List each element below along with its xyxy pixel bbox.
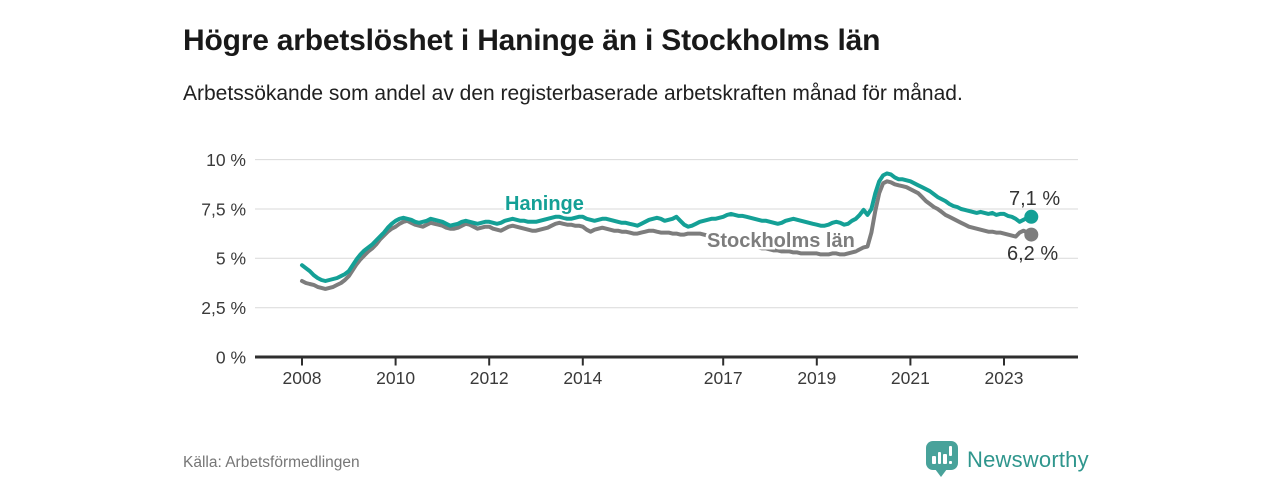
brand-wordmark: Newsworthy [967,446,1089,472]
y-tick-5: 5 % [216,249,246,269]
newsworthy-speech-bubble-bar-chart-icon [926,441,958,478]
logo-bar-2 [937,452,941,464]
logo-bubble [926,441,958,470]
y-axis-labels: 0 % 2,5 % 5 % 7,5 % 10 % [201,150,246,368]
y-tick-2-5: 2,5 % [201,298,246,318]
x-tick-2021: 2021 [891,368,930,388]
series-label-haninge: Haninge [505,193,584,215]
source-attribution: Källa: Arbetsförmedlingen [183,454,360,471]
logo-exclamation-dot [948,460,952,464]
haninge-line [300,171,1034,283]
logo-bar-3 [943,454,947,464]
logo-exclamation-bar [948,446,952,456]
haninge-end-dot [1024,209,1039,224]
x-tick-2017: 2017 [704,368,743,388]
stockholm-end-dot [1024,227,1039,242]
x-tick-2012: 2012 [470,368,509,388]
x-tick-2010: 2010 [376,368,415,388]
stockholm-end-value-label: 6,2 % [1007,243,1058,265]
x-tick-2023: 2023 [985,368,1024,388]
x-tick-2014: 2014 [563,368,602,388]
x-tick-2019: 2019 [797,368,836,388]
x-axis-tickmarks [301,358,1005,366]
x-axis-labels: 2008 2010 2012 2014 2017 2019 2021 2023 [283,368,1024,388]
stockholm-line [300,179,1034,291]
x-tick-2008: 2008 [283,368,322,388]
logo-bar-1 [932,456,936,464]
y-tick-10: 10 % [206,150,246,170]
logo-bubble-tail [935,469,947,477]
haninge-end-value-label: 7,1 % [1009,188,1060,210]
chart-subtitle: Arbetssökande som andel av den registerb… [183,82,963,105]
y-tick-7-5: 7,5 % [201,200,246,220]
y-tick-0: 0 % [216,348,246,368]
series-label-stockholms-lan: Stockholms län [707,230,855,252]
newsworthy-logo: Newsworthy [926,441,1089,478]
chart-title: Högre arbetslöshet i Haninge än i Stockh… [183,24,881,58]
